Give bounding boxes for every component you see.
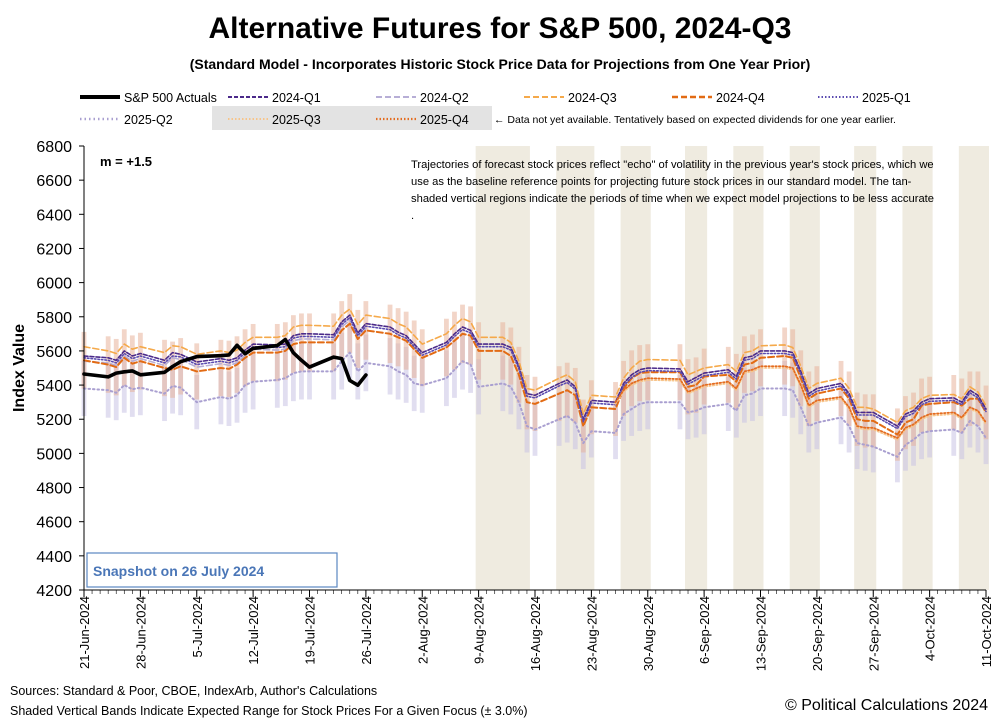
series-line-q4_2025 <box>614 365 987 439</box>
range-band <box>500 355 506 412</box>
x-tick-label: 27-Sep-2024 <box>866 596 881 671</box>
tan-regions <box>475 146 989 590</box>
y-tick-label: 6000 <box>36 276 72 293</box>
range-band <box>500 322 506 380</box>
axes: 4200 4400 4600 4800 5000 5200 5400 5600 5800 6000… <box>36 139 994 671</box>
y-tick-label: 6400 <box>36 207 72 224</box>
tan-region <box>958 146 989 590</box>
x-tick-label: 21-Jun-2024 <box>77 596 92 669</box>
annotation-line: Trajectories of forecast stock prices re… <box>411 159 934 171</box>
range-band <box>911 392 916 446</box>
tan-region <box>854 146 877 590</box>
range-band <box>355 343 361 400</box>
annotation-text: Trajectories of forecast stock prices re… <box>411 159 934 222</box>
legend-label-q1_2025: 2025-Q1 <box>862 91 911 105</box>
chart-title: Alternative Futures for S&P 500, 2024-Q3 <box>208 12 792 45</box>
legend-note: ← Data not yet available. Tentatively ba… <box>494 114 896 126</box>
snapshot-label: Snapshot on 26 July 2024 <box>93 563 264 579</box>
range-band <box>387 338 393 395</box>
annotation-line: use as the baseline reference points for… <box>411 176 912 188</box>
annotation-line: shaded vertical regions indicate the per… <box>411 193 934 205</box>
y-tick-label: 4600 <box>36 515 72 532</box>
x-tick-label: 20-Sep-2024 <box>810 596 825 671</box>
annotation-line: . <box>411 210 414 222</box>
range-band <box>903 396 908 450</box>
snapshot-box <box>86 552 338 588</box>
range-band <box>846 399 852 453</box>
range-band <box>331 343 337 400</box>
chart-subtitle: (Standard Model - Incorporates Historic … <box>189 56 811 72</box>
y-tick-label: 6600 <box>36 173 72 190</box>
y-tick-label: 6800 <box>36 139 72 156</box>
x-tick-label: 13-Sep-2024 <box>754 596 769 671</box>
legend-label-q3_2025: 2025-Q3 <box>272 113 321 127</box>
y-tick-label: 5400 <box>36 378 72 395</box>
m-label: m = +1.5 <box>100 154 152 169</box>
y-tick-label: 5000 <box>36 446 72 463</box>
range-band <box>927 404 933 458</box>
legend-label-q4_2024: 2024-Q4 <box>716 91 765 105</box>
series-line-q2_2025 <box>83 351 987 458</box>
range-bands <box>81 294 989 483</box>
legend-label-actual: S&P 500 Actuals <box>124 91 217 105</box>
legend-label-q1_2024: 2024-Q1 <box>272 91 321 105</box>
footer-sources: Sources: Standard & Poor, CBOE, IndexArb… <box>10 684 378 698</box>
series-line-q2_2024 <box>83 319 367 368</box>
y-tick-label: 4800 <box>36 481 72 498</box>
x-tick-label: 5-Jul-2024 <box>190 596 205 657</box>
y-tick-label: 5800 <box>36 310 72 327</box>
footer-bands-note: Shaded Vertical Bands Indicate Expected … <box>10 704 528 718</box>
y-tick-label: 5600 <box>36 344 72 361</box>
tan-region <box>902 146 933 590</box>
legend-label-q4_2025: 2025-Q4 <box>420 113 469 127</box>
x-tick-label: 9-Aug-2024 <box>472 596 487 664</box>
range-band <box>983 385 989 440</box>
range-band <box>758 360 763 417</box>
y-tick-label: 4200 <box>36 583 72 600</box>
x-tick-label: 4-Oct-2024 <box>923 596 938 661</box>
x-tick-label: 6-Sep-2024 <box>697 596 712 664</box>
x-tick-label: 26-Jul-2024 <box>359 596 374 665</box>
x-tick-label: 30-Aug-2024 <box>641 596 656 671</box>
range-band <box>508 359 514 415</box>
range-band <box>162 339 167 397</box>
range-band <box>226 371 232 426</box>
range-band <box>218 369 224 425</box>
copyright: © Political Calculations 2024 <box>784 697 988 714</box>
x-tick-label: 11-Oct-2024 <box>979 596 994 667</box>
y-axis-label: Index Value <box>11 324 28 412</box>
x-tick-label: 19-Jul-2024 <box>303 596 318 665</box>
range-band <box>782 327 788 385</box>
legend-label-q2_2024: 2024-Q2 <box>420 91 469 105</box>
y-tick-label: 4400 <box>36 549 72 566</box>
x-tick-label: 2-Aug-2024 <box>415 596 430 664</box>
range-band <box>290 345 296 402</box>
y-tick-label: 6200 <box>36 241 72 258</box>
x-tick-label: 16-Aug-2024 <box>528 596 543 671</box>
x-tick-label: 28-Jun-2024 <box>133 596 148 669</box>
series-line-q1_2024 <box>83 314 987 427</box>
series-line-actual <box>82 337 368 387</box>
series-lines <box>82 308 987 458</box>
series-line-q4_2024 <box>83 322 987 436</box>
x-tick-label: 23-Aug-2024 <box>584 596 599 671</box>
y-tick-label: 5200 <box>36 412 72 429</box>
range-band <box>170 341 175 398</box>
x-tick-label: 12-Jul-2024 <box>246 596 261 665</box>
range-band <box>741 367 747 423</box>
legend-highlight <box>212 106 492 130</box>
legend: S&P 500 Actuals 2024-Q1 2024-Q2 2024-Q3 2024… <box>80 91 911 130</box>
legend-label-q3_2024: 2024-Q3 <box>568 91 617 105</box>
legend-label-q2_2025: 2025-Q2 <box>124 113 173 127</box>
series-line-q3_2024 <box>83 308 987 424</box>
